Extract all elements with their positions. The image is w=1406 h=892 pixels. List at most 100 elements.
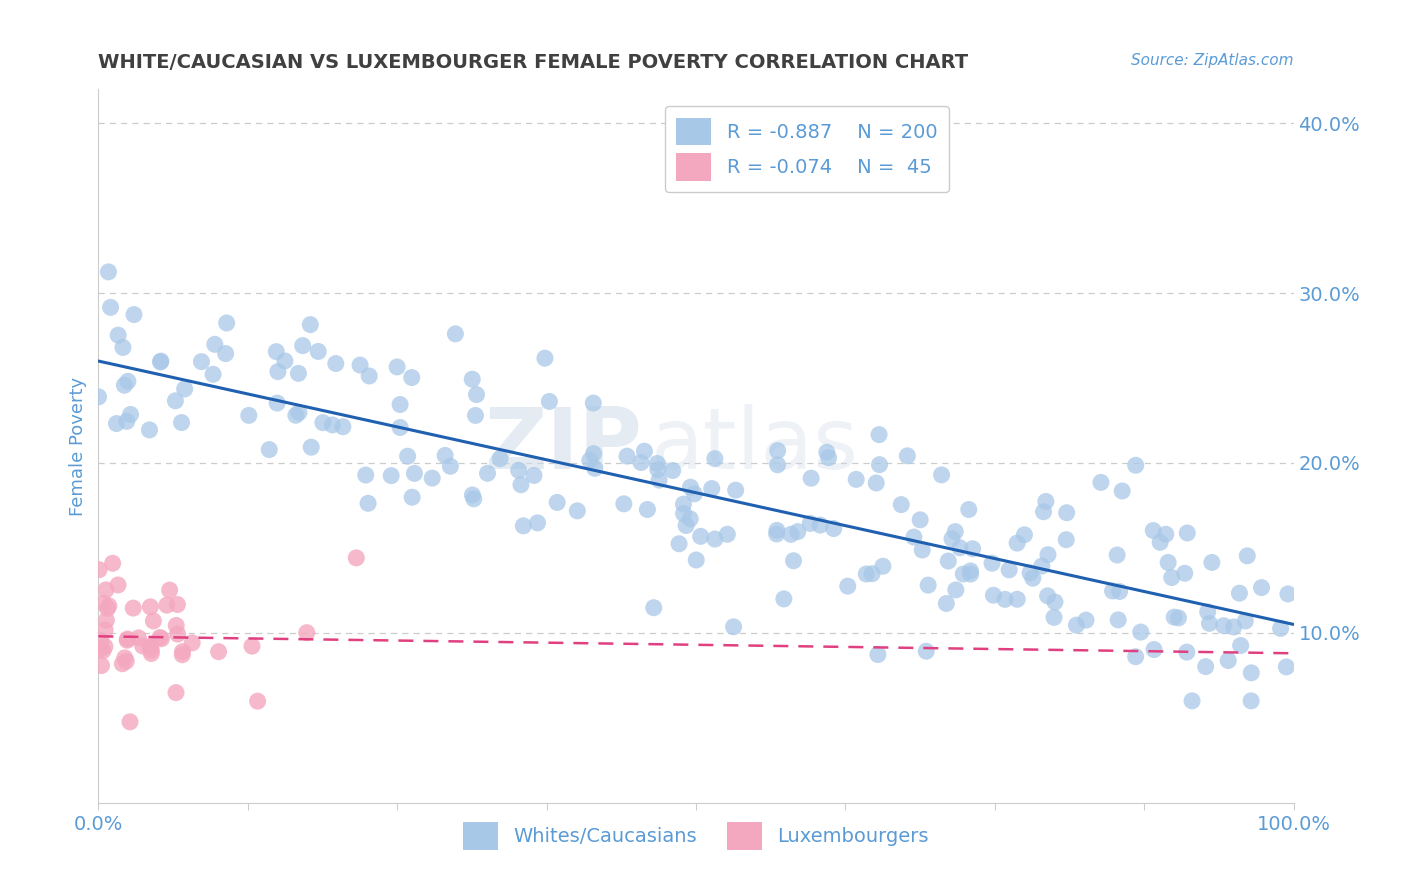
Point [567,504,589,518]
Point [1175,645,1198,659]
Point [1031,559,1053,574]
Point [546,495,568,509]
Point [1236,549,1258,563]
Point [439,459,461,474]
Point [633,444,655,458]
Point [672,497,695,511]
Point [312,416,335,430]
Point [349,358,371,372]
Point [613,497,636,511]
Point [799,516,821,531]
Point [307,344,329,359]
Point [404,467,426,481]
Point [583,461,606,475]
Point [931,467,953,482]
Point [139,640,162,655]
Point [354,468,377,483]
Point [815,445,838,459]
Point [1056,506,1078,520]
Point [170,416,193,430]
Point [150,632,173,646]
Point [1101,584,1123,599]
Point [890,498,912,512]
Point [1111,483,1133,498]
Point [111,657,134,671]
Point [1198,616,1220,631]
Point [700,482,723,496]
Point [915,644,938,658]
Point [127,631,149,645]
Point [1005,536,1028,550]
Point [538,394,561,409]
Point [94,582,117,597]
Point [100,301,122,315]
Point [1108,584,1130,599]
Text: WHITE/CAUCASIAN VS LUXEMBOURGER FEMALE POVERTY CORRELATION CHART: WHITE/CAUCASIAN VS LUXEMBOURGER FEMALE P… [98,54,969,72]
Point [132,639,155,653]
Point [800,471,823,485]
Point [142,614,165,628]
Point [1036,548,1059,562]
Point [93,596,115,610]
Point [872,559,894,574]
Point [786,524,808,539]
Point [896,449,918,463]
Point [1218,654,1240,668]
Point [396,449,419,463]
Point [917,578,939,592]
Point [579,453,602,467]
Point [636,502,658,516]
Legend: Whites/Caucasians, Luxembourgers: Whites/Caucasians, Luxembourgers [456,814,936,857]
Point [817,450,839,465]
Point [643,600,665,615]
Point [101,556,124,570]
Point [344,550,367,565]
Point [420,471,443,485]
Point [765,527,787,541]
Point [267,365,290,379]
Point [89,642,111,657]
Text: ZIP: ZIP [485,404,643,488]
Point [868,427,890,442]
Point [512,519,534,533]
Point [1129,625,1152,640]
Point [332,419,354,434]
Point [582,447,605,461]
Point [1019,566,1042,580]
Point [582,396,605,410]
Point [166,598,188,612]
Point [983,588,1005,602]
Point [1181,694,1204,708]
Point [149,355,172,369]
Point [357,496,380,510]
Point [117,374,139,388]
Point [1201,556,1223,570]
Point [477,467,499,481]
Point [87,390,110,404]
Point [284,409,307,423]
Point [860,566,883,581]
Point [1277,587,1299,601]
Point [1197,605,1219,619]
Point [661,463,683,477]
Point [115,633,138,648]
Point [266,396,288,410]
Point [172,648,194,662]
Point [1234,614,1257,628]
Point [204,337,226,351]
Point [911,543,934,558]
Point [1022,571,1045,585]
Point [389,398,412,412]
Point [90,633,112,648]
Point [683,487,706,501]
Point [149,354,172,368]
Point [959,567,981,582]
Point [845,472,868,486]
Point [941,532,963,546]
Point [903,530,925,544]
Point [724,483,747,498]
Point [1125,458,1147,473]
Point [1174,566,1197,581]
Point [782,554,804,568]
Point [114,651,136,665]
